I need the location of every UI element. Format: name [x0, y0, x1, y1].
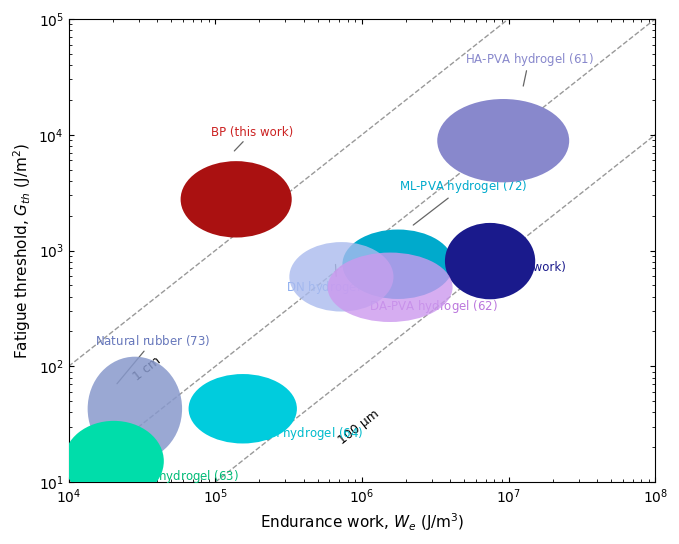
X-axis label: Endurance work, $W_e$ (J/m$^3$): Endurance work, $W_e$ (J/m$^3$) [259, 511, 464, 533]
Text: 1 mm: 1 mm [210, 404, 247, 436]
Text: PAAm hydrogel ($\mathit{63}$): PAAm hydrogel ($\mathit{63}$) [109, 465, 239, 485]
Y-axis label: Fatigue threshold, $G_{th}$ (J/m$^2$): Fatigue threshold, $G_{th}$ (J/m$^2$) [11, 143, 33, 358]
Text: BP (this work): BP (this work) [211, 126, 293, 151]
Text: 100 μm: 100 μm [335, 407, 382, 447]
Text: ML-PVA hydrogel ($\mathit{72}$): ML-PVA hydrogel ($\mathit{72}$) [399, 178, 527, 225]
Text: DA-PVA hydrogel ($\mathit{62}$): DA-PVA hydrogel ($\mathit{62}$) [369, 283, 498, 314]
Text: 1 cm: 1 cm [130, 354, 163, 383]
Text: DN hydrogel ($\mathit{60}$): DN hydrogel ($\mathit{60}$) [286, 264, 388, 296]
Text: HA-PVA hydrogel ($\mathit{61}$): HA-PVA hydrogel ($\mathit{61}$) [464, 51, 593, 86]
Text: Tough hydrogel ($\mathit{64}$): Tough hydrogel ($\mathit{64}$) [242, 410, 363, 442]
Text: TPU (this work): TPU (this work) [476, 251, 566, 274]
Text: Natural rubber ($\mathit{73}$): Natural rubber ($\mathit{73}$) [95, 333, 210, 384]
